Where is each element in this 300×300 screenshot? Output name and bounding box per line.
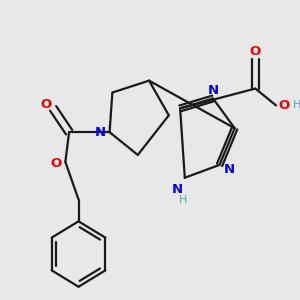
Text: O: O [40,98,51,111]
Text: N: N [208,84,219,97]
Text: O: O [250,45,261,58]
Text: O: O [278,99,289,112]
Text: H: H [292,100,300,110]
Text: N: N [172,183,183,196]
Text: H: H [179,194,187,205]
Text: O: O [50,158,62,170]
Text: N: N [94,126,106,139]
Text: N: N [224,163,235,176]
